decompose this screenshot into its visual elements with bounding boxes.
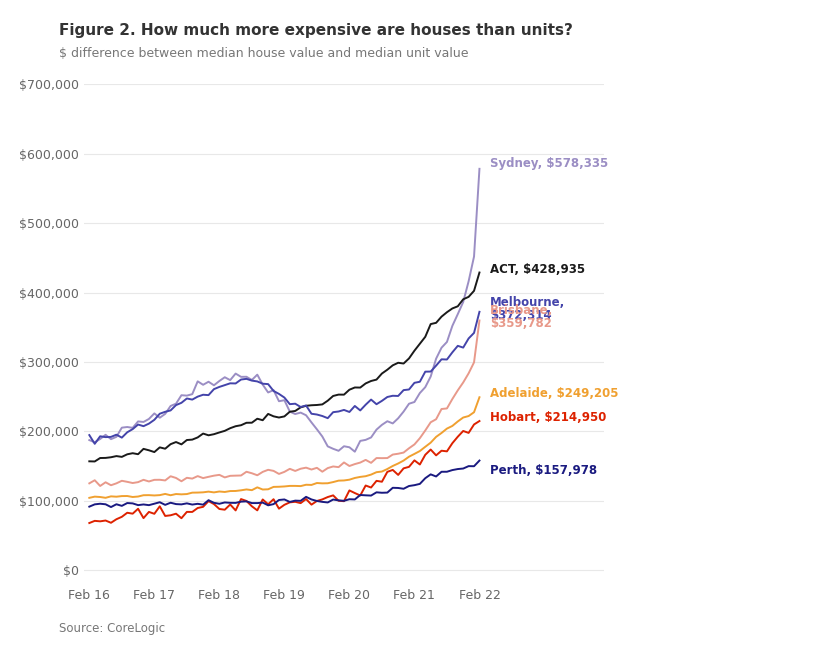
Text: Figure 2. How much more expensive are houses than units?: Figure 2. How much more expensive are ho… <box>59 23 572 38</box>
Text: Brisbane,: Brisbane, <box>490 304 554 317</box>
Text: Melbourne,: Melbourne, <box>490 295 565 308</box>
Text: $372,314: $372,314 <box>490 309 552 322</box>
Text: ACT, $428,935: ACT, $428,935 <box>490 263 586 276</box>
Text: Sydney, $578,335: Sydney, $578,335 <box>490 157 608 170</box>
Text: Source: CoreLogic: Source: CoreLogic <box>59 622 164 635</box>
Text: Perth, $157,978: Perth, $157,978 <box>490 465 597 478</box>
Text: $ difference between median house value and median unit value: $ difference between median house value … <box>59 47 468 60</box>
Text: Adelaide, $249,205: Adelaide, $249,205 <box>490 387 619 400</box>
Text: Hobart, $214,950: Hobart, $214,950 <box>490 411 607 424</box>
Text: $359,782: $359,782 <box>490 317 552 330</box>
